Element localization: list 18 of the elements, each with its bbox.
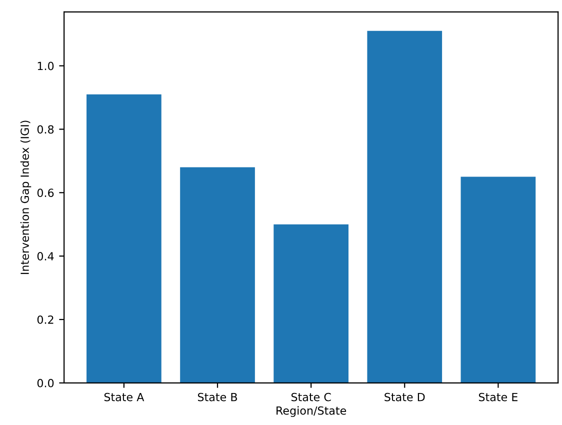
y-tick-label: 0.6: [37, 188, 54, 198]
x-tick-label: State C: [291, 392, 331, 402]
x-tick-label: State A: [104, 392, 144, 402]
y-tick-label: 0.0: [37, 378, 54, 388]
y-tick-label: 1.0: [38, 62, 54, 70]
x-tick-label: State B: [198, 392, 238, 402]
y-axis-title: Intervention Gap Index (IGI): [20, 120, 32, 274]
y-tick-label: 0.8: [37, 125, 54, 134]
y-tick-label: 0.2: [37, 315, 54, 324]
bar: [86, 94, 162, 383]
x-tick-label: State D: [384, 392, 425, 402]
bar: [367, 30, 442, 383]
x-axis-title: Region/State: [276, 406, 346, 417]
bar: [460, 176, 536, 383]
x-tick-label: State E: [478, 392, 518, 402]
bar: [180, 167, 255, 383]
bar: [274, 224, 348, 383]
y-tick-label: 0.4: [37, 252, 54, 260]
